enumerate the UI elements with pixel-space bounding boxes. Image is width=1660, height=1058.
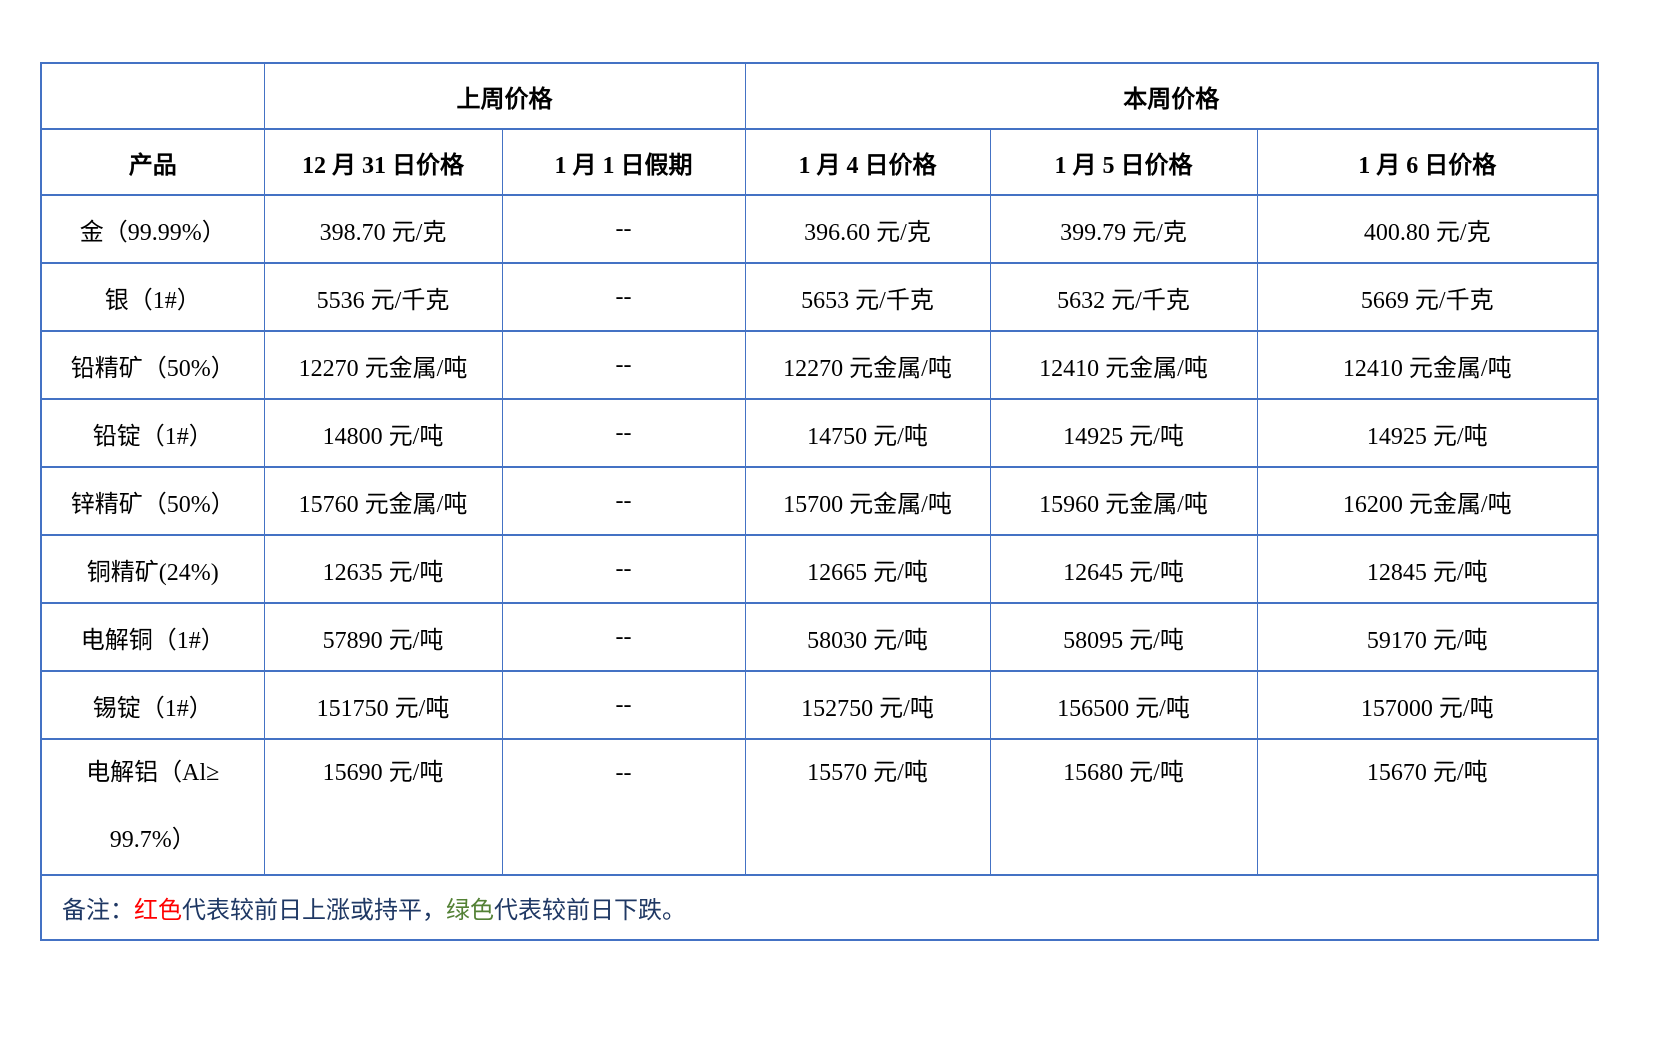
price-cell: 15760 元金属/吨 bbox=[263, 466, 503, 536]
price-cell: 12845 元/吨 bbox=[1256, 534, 1599, 604]
note-segment: 绿色 bbox=[446, 898, 494, 924]
price-cell: 400.80 元/克 bbox=[1256, 194, 1599, 264]
price-cell: -- bbox=[501, 398, 746, 468]
price-cell: 12410 元金属/吨 bbox=[989, 330, 1258, 400]
price-cell: 14800 元/吨 bbox=[263, 398, 503, 468]
price-cell: 12270 元金属/吨 bbox=[744, 330, 991, 400]
note-row: 备注：红色代表较前日上涨或持平，绿色代表较前日下跌。 bbox=[40, 874, 1599, 941]
column-header-2: 1 月 1 日假期 bbox=[501, 128, 746, 196]
note-cell: 备注：红色代表较前日上涨或持平，绿色代表较前日下跌。 bbox=[40, 874, 1599, 941]
product-name: 铜精矿(24%) bbox=[40, 534, 265, 604]
table-row: 金（99.99%） 398.70 元/克 -- 396.60 元/克 399.79 元/… bbox=[40, 194, 1599, 264]
note-segment: 红色 bbox=[134, 898, 182, 924]
product-name: 电解铜（1#） bbox=[40, 602, 265, 672]
price-cell: 12270 元金属/吨 bbox=[263, 330, 503, 400]
price-cell: 15700 元金属/吨 bbox=[744, 466, 991, 536]
price-cell: -- bbox=[501, 602, 746, 672]
price-cell: 12410 元金属/吨 bbox=[1256, 330, 1599, 400]
price-cell: 14750 元/吨 bbox=[744, 398, 991, 468]
product-name: 铅精矿（50%） bbox=[40, 330, 265, 400]
note-segment: 代表较前日下跌。 bbox=[494, 898, 686, 924]
table-row: 银（1#） 5536 元/千克 -- 5653 元/千克 5632 元/千克 5669 元… bbox=[40, 262, 1599, 332]
price-cell: 12665 元/吨 bbox=[744, 534, 991, 604]
column-header-4: 1 月 5 日价格 bbox=[989, 128, 1258, 196]
price-cell: 12635 元/吨 bbox=[263, 534, 503, 604]
price-cell: 15960 元金属/吨 bbox=[989, 466, 1258, 536]
product-name: 锌精矿（50%） bbox=[40, 466, 265, 536]
column-header-0: 产品 bbox=[40, 128, 265, 196]
price-cell: 398.70 元/克 bbox=[263, 194, 503, 264]
table-row: 电解铝（Al≥ 99.7%） 15690 元/吨 -- 15570 元/吨 15680 元… bbox=[40, 738, 1599, 876]
table-row: 铅精矿（50%） 12270 元金属/吨 -- 12270 元金属/吨 12410 元金… bbox=[40, 330, 1599, 400]
price-cell: 5632 元/千克 bbox=[989, 262, 1258, 332]
column-header-row: 产品 12 月 31 日价格 1 月 1 日假期 1 月 4 日价格 1 月 5 日价格… bbox=[40, 128, 1599, 196]
price-cell: 157000 元/吨 bbox=[1256, 670, 1599, 740]
product-name: 锡锭（1#） bbox=[40, 670, 265, 740]
note-segment: 代表较前日上涨或持平， bbox=[182, 898, 446, 924]
price-cell: -- bbox=[501, 194, 746, 264]
group-header-row: 上周价格 本周价格 bbox=[40, 62, 1599, 130]
price-cell: 59170 元/吨 bbox=[1256, 602, 1599, 672]
price-cell: 399.79 元/克 bbox=[989, 194, 1258, 264]
note-segment: 备注： bbox=[62, 898, 134, 924]
product-name: 电解铝（Al≥ 99.7%） bbox=[40, 738, 265, 876]
column-header-1: 12 月 31 日价格 bbox=[263, 128, 503, 196]
price-cell: 396.60 元/克 bbox=[744, 194, 991, 264]
price-cell: -- bbox=[501, 670, 746, 740]
price-cell: 15690 元/吨 bbox=[263, 738, 503, 876]
corner-cell bbox=[40, 62, 265, 130]
last-week-header: 上周价格 bbox=[263, 62, 746, 130]
price-cell: -- bbox=[501, 738, 746, 876]
column-header-5: 1 月 6 日价格 bbox=[1256, 128, 1599, 196]
product-name: 铅锭（1#） bbox=[40, 398, 265, 468]
price-cell: 58030 元/吨 bbox=[744, 602, 991, 672]
table-row: 锌精矿（50%） 15760 元金属/吨 -- 15700 元金属/吨 15960 元金… bbox=[40, 466, 1599, 536]
column-header-3: 1 月 4 日价格 bbox=[744, 128, 991, 196]
table-row: 锡锭（1#） 151750 元/吨 -- 152750 元/吨 156500 元/吨 15… bbox=[40, 670, 1599, 740]
price-cell: -- bbox=[501, 534, 746, 604]
price-cell: 5536 元/千克 bbox=[263, 262, 503, 332]
price-cell: 14925 元/吨 bbox=[989, 398, 1258, 468]
price-cell: 14925 元/吨 bbox=[1256, 398, 1599, 468]
price-cell: 57890 元/吨 bbox=[263, 602, 503, 672]
price-cell: 15570 元/吨 bbox=[744, 738, 991, 876]
table-row: 铜精矿(24%) 12635 元/吨 -- 12665 元/吨 12645 元/吨 128… bbox=[40, 534, 1599, 604]
price-cell: 16200 元金属/吨 bbox=[1256, 466, 1599, 536]
price-cell: 15680 元/吨 bbox=[989, 738, 1258, 876]
price-cell: 156500 元/吨 bbox=[989, 670, 1258, 740]
price-cell: -- bbox=[501, 330, 746, 400]
metal-price-table: 上周价格 本周价格 产品 12 月 31 日价格 1 月 1 日假期 1 月 4 日价… bbox=[40, 62, 1600, 941]
price-cell: -- bbox=[501, 262, 746, 332]
table-row: 电解铜（1#） 57890 元/吨 -- 58030 元/吨 58095 元/吨 5917… bbox=[40, 602, 1599, 672]
price-cell: 58095 元/吨 bbox=[989, 602, 1258, 672]
price-cell: 151750 元/吨 bbox=[263, 670, 503, 740]
price-cell: 12645 元/吨 bbox=[989, 534, 1258, 604]
table-row: 铅锭（1#） 14800 元/吨 -- 14750 元/吨 14925 元/吨 14925… bbox=[40, 398, 1599, 468]
price-cell: 152750 元/吨 bbox=[744, 670, 991, 740]
product-name: 金（99.99%） bbox=[40, 194, 265, 264]
price-cell: 5653 元/千克 bbox=[744, 262, 991, 332]
this-week-header: 本周价格 bbox=[744, 62, 1599, 130]
product-name: 银（1#） bbox=[40, 262, 265, 332]
price-cell: 15670 元/吨 bbox=[1256, 738, 1599, 876]
price-cell: 5669 元/千克 bbox=[1256, 262, 1599, 332]
price-cell: -- bbox=[501, 466, 746, 536]
